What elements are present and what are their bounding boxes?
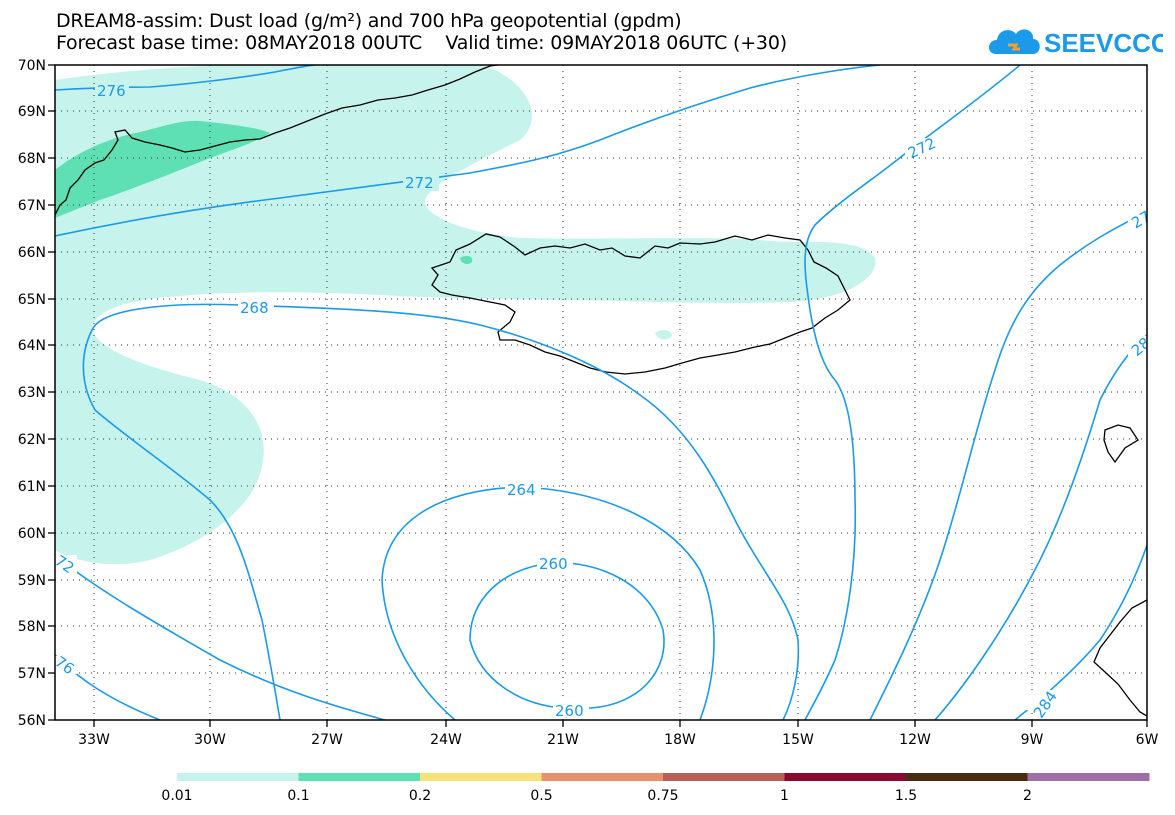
lat-label: 70N	[18, 58, 46, 74]
lat-label: 58N	[18, 619, 46, 635]
lat-label: 63N	[18, 385, 46, 401]
colorbar-label: 0.75	[647, 788, 678, 804]
greenland-coast	[55, 65, 503, 216]
chart-title: DREAM8-assim: Dust load (g/m²) and 700 h…	[56, 10, 682, 32]
seevccc-logo: SEEVCCC	[988, 28, 1163, 58]
contour-label-268: 268	[240, 299, 269, 317]
cloud-icon	[988, 29, 1040, 54]
lon-label: 27W	[311, 732, 343, 748]
colorbar-label: 0.01	[161, 788, 192, 804]
lat-label: 64N	[18, 338, 46, 354]
lon-label: 24W	[430, 732, 462, 748]
contour-labels: 276 272 272 268 264 260 260 72 76 284 27…	[55, 82, 1154, 720]
lat-label: 56N	[18, 713, 46, 729]
colorbar-swatch	[1027, 773, 1150, 781]
lat-label: 68N	[18, 151, 46, 167]
lat-label: 60N	[18, 526, 46, 542]
lat-label: 65N	[18, 292, 46, 308]
logo-text: SEEVCCC	[1044, 28, 1163, 58]
colorbar-swatch	[177, 773, 299, 781]
tick-marks	[48, 64, 1148, 727]
colorbar-label: 0.1	[287, 788, 309, 804]
contour-label-27: 27	[1128, 207, 1154, 232]
dust-area-light-islet	[655, 330, 672, 340]
scotland-coast	[1093, 599, 1147, 717]
colorbar-swatches	[177, 773, 1150, 781]
forecast-times: Forecast base time: 08MAY2018 00UTC Vali…	[56, 32, 787, 54]
contour-284	[934, 334, 1147, 720]
lon-label: 12W	[899, 732, 931, 748]
colorbar-swatch	[420, 773, 542, 781]
contour-280	[869, 211, 1147, 720]
colorbar-labels: 0.01 0.1 0.2 0.5 0.75 1 1.5 2	[161, 788, 1032, 804]
contour-268-west	[82, 329, 281, 720]
lat-label: 67N	[18, 198, 46, 214]
lat-label: 57N	[18, 666, 46, 682]
faroe-coast	[1103, 424, 1139, 464]
contour-label-260-top: 260	[539, 555, 568, 573]
lat-label: 66N	[18, 245, 46, 261]
contour-label-272-north: 272	[405, 174, 434, 192]
graticule	[55, 65, 1147, 720]
lat-label: 62N	[18, 432, 46, 448]
lon-label: 6W	[1136, 732, 1159, 748]
contour-272-sw	[55, 554, 386, 720]
longitude-labels: 33W 30W 27W 24W 21W 18W 15W 12W 9W 6W	[78, 732, 1158, 748]
contour-label-260-bottom: 260	[555, 702, 584, 720]
lat-label: 61N	[18, 479, 46, 495]
lon-label: 30W	[194, 732, 226, 748]
dust-area-light-north	[55, 65, 876, 565]
lon-label: 15W	[782, 732, 814, 748]
contour-label-276: 276	[97, 82, 126, 100]
contour-label-264: 264	[507, 481, 536, 499]
lat-label: 59N	[18, 573, 46, 589]
lat-label: 69N	[18, 104, 46, 120]
colorbar-label: 0.2	[409, 788, 431, 804]
iceland-coast	[430, 233, 851, 375]
lon-label: 33W	[78, 732, 110, 748]
colorbar-label: 1.5	[895, 788, 917, 804]
latitude-labels: 70N 69N 68N 67N 66N 65N 64N 63N 62N 61N …	[18, 58, 46, 729]
lon-label: 18W	[664, 732, 696, 748]
colorbar-label: 1	[780, 788, 789, 804]
coastlines	[55, 65, 1147, 717]
lon-label: 21W	[547, 732, 579, 748]
colorbar-swatch	[663, 773, 785, 781]
colorbar-label: 0.5	[530, 788, 552, 804]
lon-label: 9W	[1021, 732, 1044, 748]
colorbar-swatch	[298, 773, 421, 781]
colorbar-label: 2	[1023, 788, 1032, 804]
contour-272-north	[55, 65, 881, 237]
colorbar-swatch	[906, 773, 1028, 781]
colorbar-swatch	[541, 773, 664, 781]
colorbar-swatch	[784, 773, 907, 781]
